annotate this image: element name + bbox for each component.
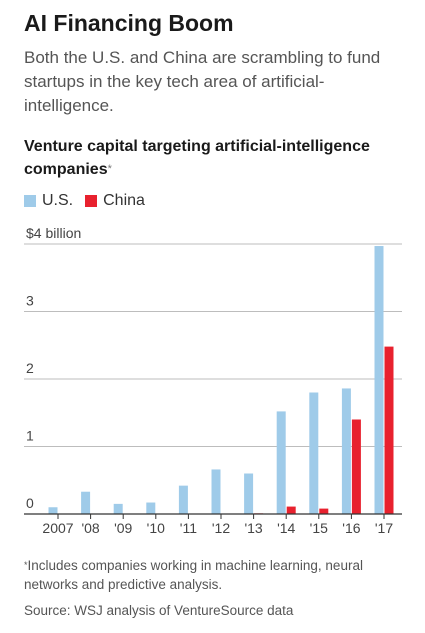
headline: AI Financing Boom <box>24 10 234 36</box>
bar-us <box>178 485 188 514</box>
bar-us <box>244 473 254 514</box>
y-tick-label: $4 billion <box>26 225 81 241</box>
x-tick-label: '15 <box>310 520 328 536</box>
legend: U.S. China <box>24 192 157 210</box>
x-tick-label: '17 <box>375 520 393 536</box>
bar-us <box>374 246 384 514</box>
dek: Both the U.S. and China are scrambling t… <box>24 48 381 115</box>
x-tick-label: '13 <box>244 520 262 536</box>
legend-label-us: U.S. <box>42 192 74 209</box>
x-tick-label: 2007 <box>42 520 73 536</box>
bar-us <box>48 507 58 514</box>
bar-us <box>81 491 91 514</box>
bar-us <box>276 411 286 514</box>
bar-china <box>319 508 329 514</box>
chart-title: Venture capital targeting artificial-int… <box>24 135 404 181</box>
footnote-mark: * <box>24 560 28 570</box>
chart-title-text: Venture capital targeting artificial-int… <box>24 138 370 178</box>
footnote: *Includes companies working in machine l… <box>24 556 409 594</box>
legend-label-china: China <box>103 192 145 209</box>
bar-china <box>384 346 394 514</box>
y-tick-label: 1 <box>26 428 34 444</box>
legend-item-us: U.S. <box>24 192 73 210</box>
y-tick-label: 2 <box>26 360 34 376</box>
x-tick-label: '10 <box>147 520 165 536</box>
y-tick-label: 0 <box>26 495 34 511</box>
footnote-text: Includes companies working in machine le… <box>24 558 363 592</box>
x-tick-label: '12 <box>212 520 230 536</box>
bar-us <box>146 502 156 514</box>
legend-swatch-china <box>85 195 98 207</box>
legend-item-china: China <box>85 192 145 210</box>
bar-us <box>309 392 319 514</box>
bar-us <box>211 469 221 514</box>
source: Source: WSJ analysis of VentureSource da… <box>24 603 294 618</box>
x-tick-label: '08 <box>81 520 99 536</box>
bar-us <box>341 388 351 514</box>
bar-chart: 0 1 2 3 $4 billion 2007 '08 '09 '10 '11 '12 '13 '14 '… <box>24 225 402 536</box>
y-tick-label: 3 <box>26 293 34 309</box>
x-tick-label: '09 <box>114 520 132 536</box>
x-tick-label: '11 <box>180 520 197 536</box>
bar-us <box>113 503 123 514</box>
x-tick-label: '16 <box>342 520 360 536</box>
chart-title-mark: * <box>107 163 112 175</box>
x-tick-label: '14 <box>277 520 295 536</box>
bar-china <box>351 419 361 514</box>
legend-swatch-us <box>24 195 36 207</box>
bar-china <box>286 506 296 514</box>
